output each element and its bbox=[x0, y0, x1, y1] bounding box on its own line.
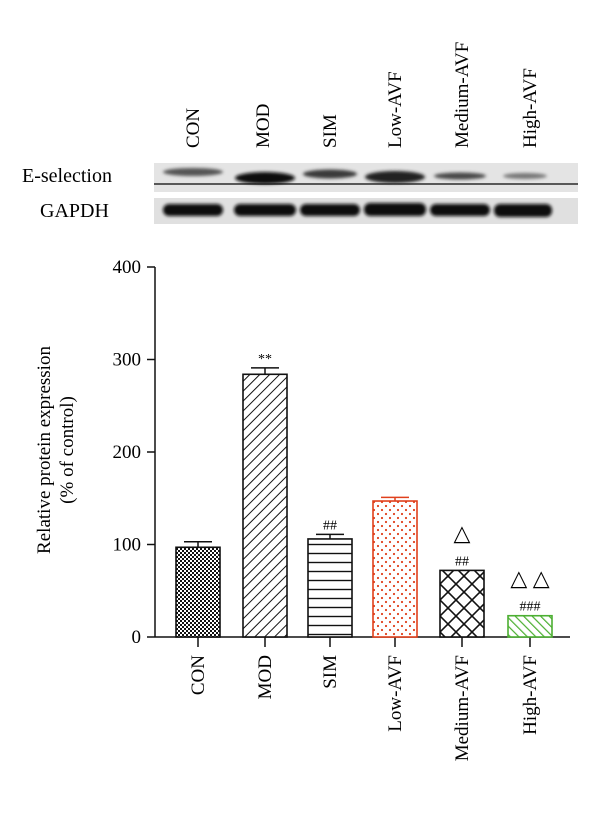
triangle-mark-high-avf: △ △ bbox=[510, 566, 549, 591]
y-tick-label-100: 100 bbox=[113, 535, 142, 556]
bar-high-avf bbox=[507, 614, 553, 638]
blot-row-label-gapdh: GAPDH bbox=[40, 200, 109, 222]
bar-mod bbox=[242, 373, 288, 638]
y-tick-label-400: 400 bbox=[113, 257, 142, 278]
annotation-sim: ## bbox=[323, 518, 337, 533]
x-tick-label-low-avf: Low-AVF bbox=[385, 655, 406, 732]
band-eselection-mod bbox=[235, 172, 295, 184]
blot-lane-label-mod: MOD bbox=[253, 104, 274, 148]
y-axis-title-line2: (% of control) bbox=[57, 396, 78, 504]
bar-medium-avf bbox=[439, 569, 485, 638]
blot-lane-label-high-avf: High-AVF bbox=[520, 68, 541, 148]
band-eselection-high bbox=[503, 173, 547, 179]
y-axis-title-line1: Relative protein expression bbox=[34, 346, 55, 554]
x-tick-label-mod: MOD bbox=[255, 655, 276, 699]
blot-lane-label-low-avf: Low-AVF bbox=[385, 71, 406, 148]
x-tick-label-high-avf: High-AVF bbox=[520, 655, 541, 735]
band-gapdh-high bbox=[494, 204, 552, 217]
annotation-medium-avf: ## bbox=[455, 554, 469, 569]
chart-bars bbox=[175, 367, 553, 638]
bar-sim bbox=[307, 538, 353, 638]
band-eselection-medium bbox=[434, 172, 486, 180]
band-gapdh-con bbox=[163, 204, 223, 216]
chart-labels: CON ** MOD ## SIM Low-AVF ## △ Medium-AVF ### △ △ H… bbox=[188, 352, 550, 761]
blot-membrane-gapdh bbox=[154, 198, 578, 224]
y-tick-label-300: 300 bbox=[113, 350, 142, 371]
y-tick-label-200: 200 bbox=[113, 442, 142, 463]
annotation-high-avf: ### bbox=[520, 600, 541, 615]
band-eselection-low bbox=[365, 171, 425, 183]
blot-row-label-eselection: E-selection bbox=[22, 165, 112, 187]
x-tick-label-medium-avf: Medium-AVF bbox=[452, 655, 473, 761]
band-gapdh-mod bbox=[234, 204, 296, 216]
band-eselection-sim bbox=[303, 169, 357, 179]
band-gapdh-medium bbox=[430, 204, 490, 216]
blot-membrane-eselection bbox=[154, 163, 578, 192]
bar-low-avf bbox=[372, 500, 418, 638]
band-eselection-con bbox=[163, 168, 223, 176]
bar-con bbox=[175, 546, 221, 638]
band-gapdh-low bbox=[364, 203, 426, 216]
annotation-mod: ** bbox=[258, 352, 272, 367]
y-tick-label-0: 0 bbox=[132, 627, 142, 648]
blot-lane-labels: CON MOD SIM Low-AVF Medium-AVF High-AVF bbox=[183, 42, 541, 148]
band-gapdh-sim bbox=[300, 204, 360, 216]
blot-lane-label-sim: SIM bbox=[320, 114, 341, 148]
triangle-mark-medium-avf: △ bbox=[454, 520, 471, 545]
chart-axes: 0 100 200 300 400 bbox=[113, 257, 570, 648]
x-tick-label-sim: SIM bbox=[320, 655, 341, 689]
blot-lane-label-con: CON bbox=[183, 108, 204, 148]
x-tick-label-con: CON bbox=[188, 655, 209, 695]
blot-lane-label-medium-avf: Medium-AVF bbox=[452, 42, 473, 148]
